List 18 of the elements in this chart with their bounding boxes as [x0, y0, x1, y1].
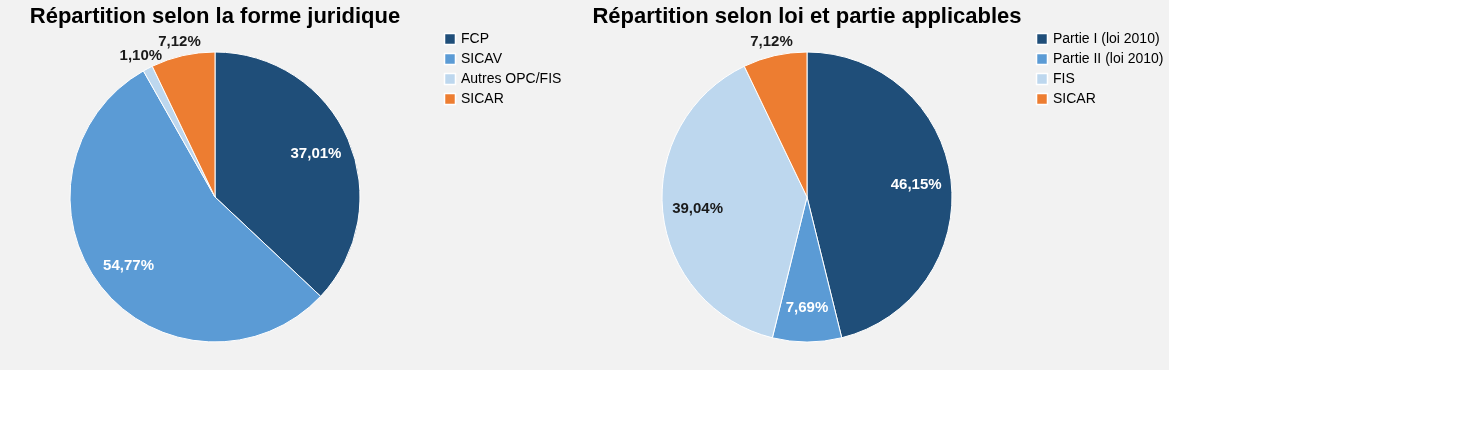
- chart-title: Répartition selon loi et partie applicables: [592, 3, 1022, 28]
- data-label: 39,04%: [672, 199, 724, 217]
- data-label: 46,15%: [890, 174, 942, 192]
- chart-title: Répartition selon la forme juridique: [29, 3, 401, 28]
- data-label: 7,12%: [750, 31, 793, 49]
- data-label: 1,10%: [119, 46, 163, 64]
- data-label: 7,12%: [158, 31, 201, 49]
- legend-label: Autres OPC/FIS: [461, 70, 562, 86]
- legend-label: Partie II (loi 2010): [1053, 50, 1164, 66]
- legend-label: SICAV: [461, 50, 503, 66]
- data-label: 54,77%: [103, 255, 154, 273]
- legend-label: FCP: [461, 30, 489, 46]
- data-label: 37,01%: [290, 144, 342, 162]
- legend-label: FIS: [1053, 70, 1075, 86]
- legend-label: SICAR: [1053, 90, 1096, 106]
- legend-label: SICAR: [461, 90, 504, 106]
- legend-label: Partie I (loi 2010): [1053, 30, 1160, 46]
- data-label: 7,69%: [785, 298, 829, 315]
